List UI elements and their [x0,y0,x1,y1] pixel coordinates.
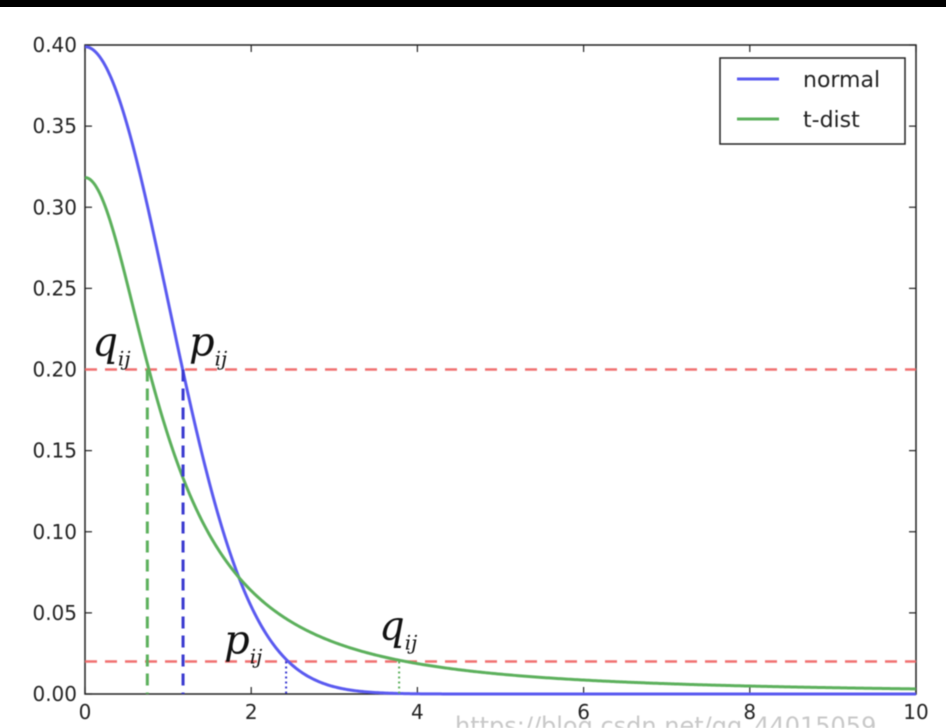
annotation-q-ij: qij [379,604,417,655]
series-line-t-dist [84,176,917,691]
annotation-q-ij: qij [92,320,130,371]
y-tick-label: 0.00 [32,682,77,706]
annotation-p-ij: pij [189,320,227,371]
y-tick-label: 0.15 [32,439,77,463]
annotation-subscript: ij [215,347,228,371]
top-border [0,0,946,7]
x-tick-label: 4 [411,700,424,724]
annotation-subscript: ij [250,645,263,669]
x-tick-label: 10 [903,700,928,724]
y-tick-label: 0.30 [32,195,77,219]
y-tick-label: 0.25 [32,276,77,300]
series-line-normal [84,45,916,696]
watermark-text: https://blog.csdn.net/qq_44015059 [455,712,876,728]
annotation-main-symbol: p [224,618,250,664]
annotation-p-ij: pij [224,618,262,669]
annotation-main-symbol: p [189,320,215,366]
annotation-subscript: ij [405,631,418,655]
y-tick-label: 0.35 [32,114,77,138]
y-tick-label: 0.40 [32,33,77,57]
legend: normal t-dist [719,57,906,145]
x-tick-label: 0 [79,700,92,724]
y-tick-label: 0.20 [32,358,77,382]
x-tick-label: 6 [577,700,590,724]
annotation-main-symbol: q [92,320,118,366]
legend-label: t-dist [803,108,860,133]
x-tick-label: 2 [245,700,258,724]
legend-label: normal [803,68,880,93]
y-tick-label: 0.10 [32,520,77,544]
annotation-main-symbol: q [379,604,405,650]
annotation-subscript: ij [118,347,131,371]
legend-box [719,57,906,145]
y-tick-label: 0.05 [32,601,77,625]
x-tick-label: 8 [743,700,756,724]
